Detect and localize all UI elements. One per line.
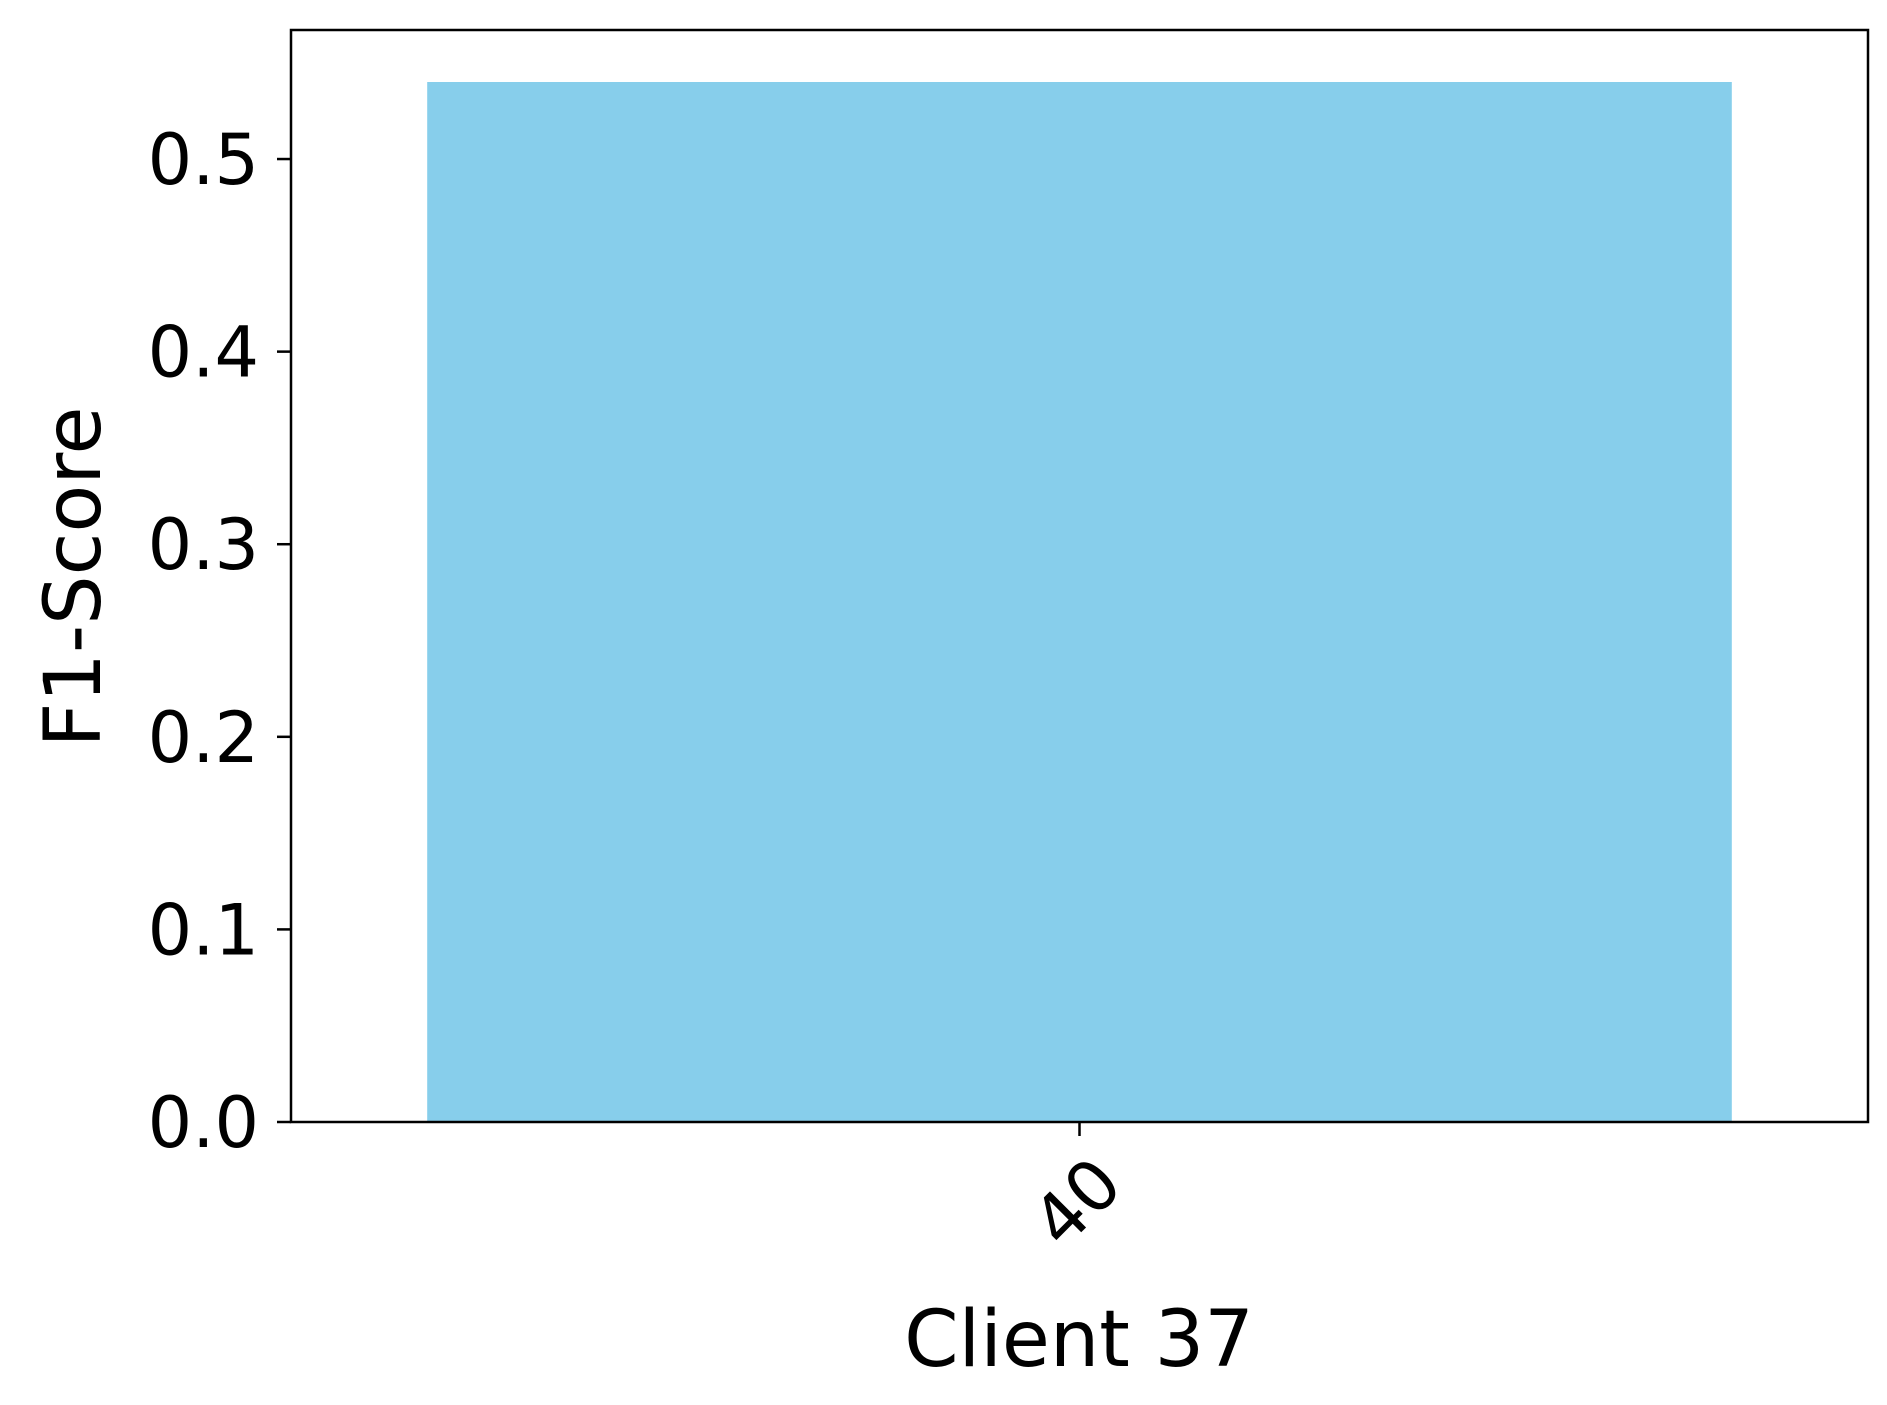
y-tick-label: 0.1 <box>148 889 259 971</box>
y-tick-label: 0.3 <box>148 504 259 586</box>
bars-layer <box>427 82 1732 1122</box>
y-axis: 0.0 0.1 0.2 0.3 0.4 0.5 <box>148 119 291 1164</box>
y-tick-label: 0.0 <box>148 1082 259 1164</box>
y-tick-label: 0.4 <box>148 312 259 394</box>
y-tick-label: 0.2 <box>148 697 259 779</box>
y-tick-label: 0.5 <box>148 119 259 201</box>
x-tick-label: 40 <box>1017 1142 1138 1263</box>
x-axis-label: Client 37 <box>904 1295 1254 1385</box>
x-axis: 40 <box>1017 1122 1138 1263</box>
y-axis-label: F1-Score <box>29 406 119 747</box>
bar-40 <box>427 82 1732 1122</box>
